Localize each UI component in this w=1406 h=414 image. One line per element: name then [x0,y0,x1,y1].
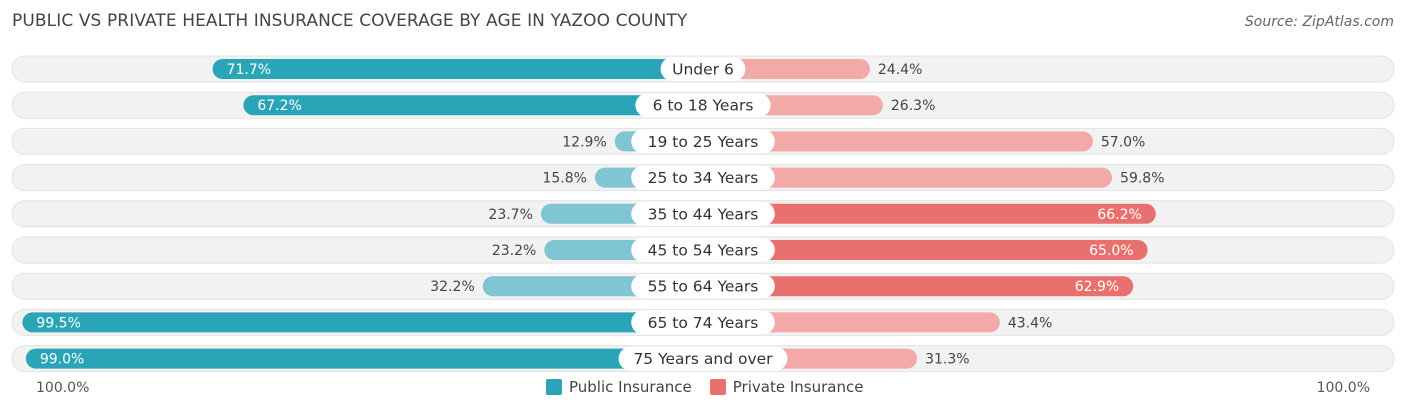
bar-private [703,312,1000,333]
category-pill [660,57,746,81]
value-label-public: 15.8% [542,171,586,187]
value-label-private: 26.3% [891,98,935,114]
category-label: 6 to 18 Years [653,97,754,115]
value-label-private: 66.2% [1097,207,1141,223]
category-label: 55 to 64 Years [648,278,759,296]
value-label-public: 71.7% [227,62,271,78]
bar-public [243,95,704,116]
value-label-private: 31.3% [925,352,969,368]
chart-title: PUBLIC VS PRIVATE HEALTH INSURANCE COVER… [12,11,688,31]
bar-private [703,203,1156,224]
category-pill [618,346,788,371]
bar-private [703,276,1134,297]
category-pill [635,93,771,118]
category-label: 19 to 25 Years [648,133,759,151]
legend-label-public: Public Insurance [569,378,692,396]
value-label-private: 57.0% [1101,134,1145,150]
value-label-public: 99.5% [36,315,80,331]
value-label-public: 23.7% [488,207,532,223]
category-label: 45 to 54 Years [648,242,759,260]
bar-public [25,348,703,369]
source-label: Source: ZipAtlas.com [1244,14,1394,30]
value-label-private: 62.9% [1075,279,1119,295]
value-label-private: 24.4% [878,62,922,78]
value-label-private: 65.0% [1089,243,1133,259]
legend-swatch-public [546,379,562,395]
category-label: 35 to 44 Years [648,205,759,223]
chart-area: 71.7% 24.4% Under 6 67.2% 26.3% 6 to 18 Years… [11,55,1395,373]
category-pill [631,238,775,262]
legend-item-public: Public Insurance [546,378,692,396]
category-label: 65 to 74 Years [648,314,759,332]
bar-public [212,59,703,79]
category-pill [631,165,775,190]
axis-left-label: 100.0% [36,380,90,396]
legend-label-private: Private Insurance [732,378,864,396]
category-pill [631,310,775,335]
bar-public [22,312,704,333]
bar-private [703,59,870,79]
category-pill [631,274,775,299]
category-label: Under 6 [672,61,734,79]
value-label-public: 32.2% [430,279,474,295]
category-label: 25 to 34 Years [648,169,759,187]
legend-item-private: Private Insurance [709,378,864,396]
value-label-private: 59.8% [1120,171,1164,187]
category-label: 75 Years and over [633,350,773,368]
value-label-public: 67.2% [257,98,301,114]
bar-private [703,131,1093,152]
value-label-public: 12.9% [562,134,606,150]
category-pill [631,129,775,154]
legend: Public Insurance Private Insurance [546,378,881,396]
axis-right-label: 100.0% [1316,380,1370,396]
category-pill [631,201,775,226]
value-label-public: 23.2% [492,243,536,259]
value-label-public: 99.0% [40,352,84,368]
value-label-private: 43.4% [1008,315,1052,331]
legend-swatch-private [709,379,726,395]
bar-private [703,167,1113,188]
bar-private [703,240,1148,260]
